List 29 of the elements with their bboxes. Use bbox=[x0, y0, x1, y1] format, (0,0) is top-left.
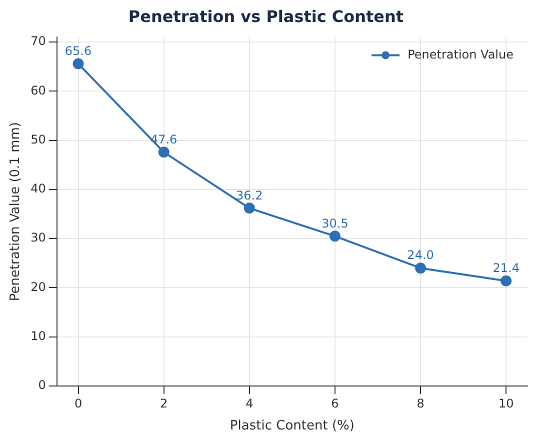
point bbox=[72, 58, 84, 70]
point bbox=[244, 202, 255, 214]
y-tick-label: 70 bbox=[30, 34, 46, 48]
x-tick-label: 4 bbox=[246, 396, 254, 410]
y-tick-label: 60 bbox=[30, 83, 46, 98]
x-axis-title: Plastic Content (%) bbox=[230, 418, 354, 434]
y-axis-title: Penetration Value (0.1 mm) bbox=[8, 122, 24, 302]
y-tick-label: 0 bbox=[38, 378, 46, 392]
y-tick-label: 20 bbox=[30, 280, 46, 294]
y-tick-label: 10 bbox=[30, 329, 46, 343]
x-tick-label: 10 bbox=[498, 396, 514, 410]
data-label: 65.6 bbox=[64, 44, 92, 58]
data-label: 21.4 bbox=[492, 260, 520, 275]
x-tick-label: 2 bbox=[160, 396, 168, 410]
legend-label: Penetration Value bbox=[408, 47, 514, 62]
data-label: 24.0 bbox=[407, 248, 434, 262]
point bbox=[500, 275, 512, 286]
point bbox=[158, 146, 170, 158]
chart-title: Penetration vs Plastic Content bbox=[128, 6, 404, 26]
y-tick-label: 30 bbox=[30, 230, 46, 245]
point bbox=[415, 262, 426, 274]
data-label: 36.2 bbox=[236, 188, 263, 202]
point bbox=[329, 230, 340, 242]
x-tick-label: 6 bbox=[331, 396, 339, 410]
y-tick-label: 50 bbox=[30, 132, 46, 146]
data-label: 30.5 bbox=[322, 216, 348, 230]
x-tick-label: 8 bbox=[416, 396, 424, 410]
x-tick-label: 0 bbox=[74, 396, 82, 410]
y-tick-label: 40 bbox=[30, 182, 46, 196]
